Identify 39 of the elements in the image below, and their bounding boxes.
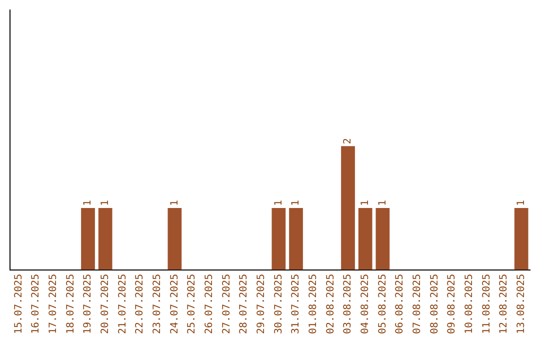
x-tick-label: 22.07.2025	[134, 274, 146, 334]
x-tick-label: 31.07.2025	[290, 274, 302, 334]
data-label: 1	[360, 200, 371, 206]
data-label: 1	[290, 200, 302, 206]
x-tick-label: 28.07.2025	[238, 274, 250, 334]
x-tick-label: 19.07.2025	[82, 274, 94, 334]
x-tick-label: 23.07.2025	[152, 274, 163, 334]
data-label: 2	[342, 138, 354, 144]
x-tick-label: 06.08.2025	[394, 274, 406, 334]
x-tick-label: 27.07.2025	[221, 274, 232, 334]
x-tick-label: 05.08.2025	[377, 274, 388, 334]
x-tick-label: 11.08.2025	[481, 274, 492, 334]
x-tick-label: 17.07.2025	[48, 274, 59, 334]
x-tick-label: 01.08.2025	[308, 274, 319, 334]
data-label: 1	[273, 200, 284, 206]
data-label: 1	[516, 200, 527, 206]
x-tick-label: 26.07.2025	[204, 274, 215, 334]
x-tick-label: 13.08.2025	[516, 274, 527, 334]
x-tick-label: 25.07.2025	[186, 274, 198, 334]
x-tick-label: 30.07.2025	[273, 274, 284, 334]
x-tick-label: 24.07.2025	[169, 274, 180, 334]
x-tick-label: 08.08.2025	[429, 274, 440, 334]
data-label: 1	[82, 200, 94, 206]
x-tick-label: 18.07.2025	[65, 274, 76, 334]
data-label: 1	[169, 200, 180, 206]
x-tick-label: 04.08.2025	[360, 274, 371, 334]
x-tick-label: 20.07.2025	[100, 274, 111, 334]
x-tick-label: 29.07.2025	[256, 274, 267, 334]
x-tick-label: 21.07.2025	[117, 274, 128, 334]
x-tick-label: 12.08.2025	[498, 274, 510, 334]
x-tick-label: 15.07.2025	[13, 274, 24, 334]
data-label: 1	[100, 200, 111, 206]
x-tick-label: 09.08.2025	[446, 274, 458, 334]
x-tick-label: 16.07.2025	[30, 274, 42, 334]
x-tick-label: 02.08.2025	[325, 274, 336, 334]
x-tick-label: 10.08.2025	[464, 274, 475, 334]
x-tick-label: 03.08.2025	[342, 274, 354, 334]
data-label: 1	[377, 200, 388, 206]
x-tick-label: 07.08.2025	[412, 274, 423, 334]
